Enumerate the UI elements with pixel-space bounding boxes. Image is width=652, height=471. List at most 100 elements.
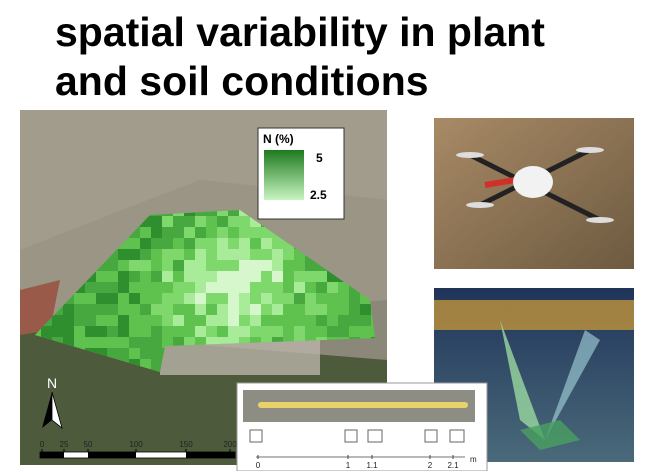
- map-pixel: [206, 249, 217, 260]
- map-pixel: [360, 304, 371, 315]
- map-pixel: [206, 238, 217, 249]
- map-pixel: [63, 315, 74, 326]
- map-pixel: [129, 249, 140, 260]
- map-pixel: [118, 348, 129, 359]
- drone-photo: [434, 118, 634, 269]
- map-pixel: [41, 326, 52, 337]
- map-pixel: [96, 304, 107, 315]
- map-pixel: [151, 282, 162, 293]
- map-pixel: [294, 282, 305, 293]
- map-pixel: [239, 293, 250, 304]
- map-pixel: [129, 260, 140, 271]
- map-pixel: [272, 293, 283, 304]
- map-pixel: [349, 293, 360, 304]
- map-pixel: [85, 326, 96, 337]
- map-pixel: [85, 282, 96, 293]
- map-pixel: [195, 238, 206, 249]
- map-pixel: [294, 260, 305, 271]
- map-pixel: [283, 249, 294, 260]
- map-pixel: [184, 304, 195, 315]
- map-pixel: [162, 271, 173, 282]
- map-pixel: [294, 315, 305, 326]
- map-pixel: [107, 304, 118, 315]
- map-pixel: [305, 293, 316, 304]
- map-pixel: [118, 304, 129, 315]
- map-pixel: [239, 282, 250, 293]
- scale-label: 200: [223, 440, 237, 449]
- map-pixel: [228, 227, 239, 238]
- map-pixel: [261, 271, 272, 282]
- map-pixel: [151, 227, 162, 238]
- map-pixel: [217, 304, 228, 315]
- map-pixel: [316, 293, 327, 304]
- map-pixel: [327, 315, 338, 326]
- map-pixel: [140, 337, 151, 348]
- map-pixel: [316, 304, 327, 315]
- map-pixel: [63, 326, 74, 337]
- map-pixel: [294, 326, 305, 337]
- map-pixel: [151, 216, 162, 227]
- map-pixel: [206, 326, 217, 337]
- map-pixel: [184, 293, 195, 304]
- map-pixel: [184, 249, 195, 260]
- legend-title: N (%): [263, 132, 294, 146]
- map-pixel: [250, 271, 261, 282]
- legend-max: 5: [316, 151, 323, 165]
- map-pixel: [217, 238, 228, 249]
- scale-label: 100: [129, 440, 143, 449]
- map-pixel: [184, 271, 195, 282]
- map-pixel: [217, 216, 228, 227]
- map-pixel: [327, 326, 338, 337]
- map-pixel: [305, 304, 316, 315]
- map-pixel: [151, 304, 162, 315]
- map-pixel: [173, 227, 184, 238]
- map-pixel: [96, 293, 107, 304]
- map-pixel: [96, 271, 107, 282]
- map-pixel: [305, 326, 316, 337]
- map-pixel: [228, 216, 239, 227]
- map-pixel: [239, 315, 250, 326]
- map-pixel: [206, 227, 217, 238]
- map-pixel: [195, 227, 206, 238]
- map-pixel: [151, 348, 162, 359]
- map-pixel: [261, 304, 272, 315]
- map-pixel: [173, 326, 184, 337]
- map-pixel: [129, 315, 140, 326]
- map-pixel: [250, 304, 261, 315]
- map-pixel: [349, 326, 360, 337]
- map-pixel: [85, 304, 96, 315]
- map-pixel: [283, 271, 294, 282]
- map-pixel: [206, 315, 217, 326]
- map-pixel: [261, 238, 272, 249]
- map-pixel: [360, 315, 371, 326]
- map-pixel: [239, 304, 250, 315]
- map-pixel: [173, 216, 184, 227]
- map-pixel: [96, 282, 107, 293]
- map-pixel: [239, 216, 250, 227]
- map-pixel: [195, 315, 206, 326]
- map-pixel: [173, 282, 184, 293]
- map-pixel: [162, 227, 173, 238]
- map-pixel: [129, 282, 140, 293]
- map-pixel: [118, 271, 129, 282]
- map-pixel: [162, 326, 173, 337]
- map-pixel: [206, 293, 217, 304]
- map-pixel: [338, 293, 349, 304]
- map-pixel: [173, 249, 184, 260]
- map-pixel: [283, 282, 294, 293]
- map-pixel: [129, 304, 140, 315]
- map-pixel: [107, 326, 118, 337]
- map-pixel: [228, 315, 239, 326]
- scale-label: 0: [40, 440, 45, 449]
- map-pixel: [217, 227, 228, 238]
- map-pixel: [228, 238, 239, 249]
- map-pixel: [96, 337, 107, 348]
- map-pixel: [239, 249, 250, 260]
- map-pixel: [162, 260, 173, 271]
- map-pixel: [283, 304, 294, 315]
- map-pixel: [63, 304, 74, 315]
- ruler-label: 2: [428, 461, 433, 470]
- map-pixel: [338, 315, 349, 326]
- map-pixel: [316, 315, 327, 326]
- map-pixel: [74, 315, 85, 326]
